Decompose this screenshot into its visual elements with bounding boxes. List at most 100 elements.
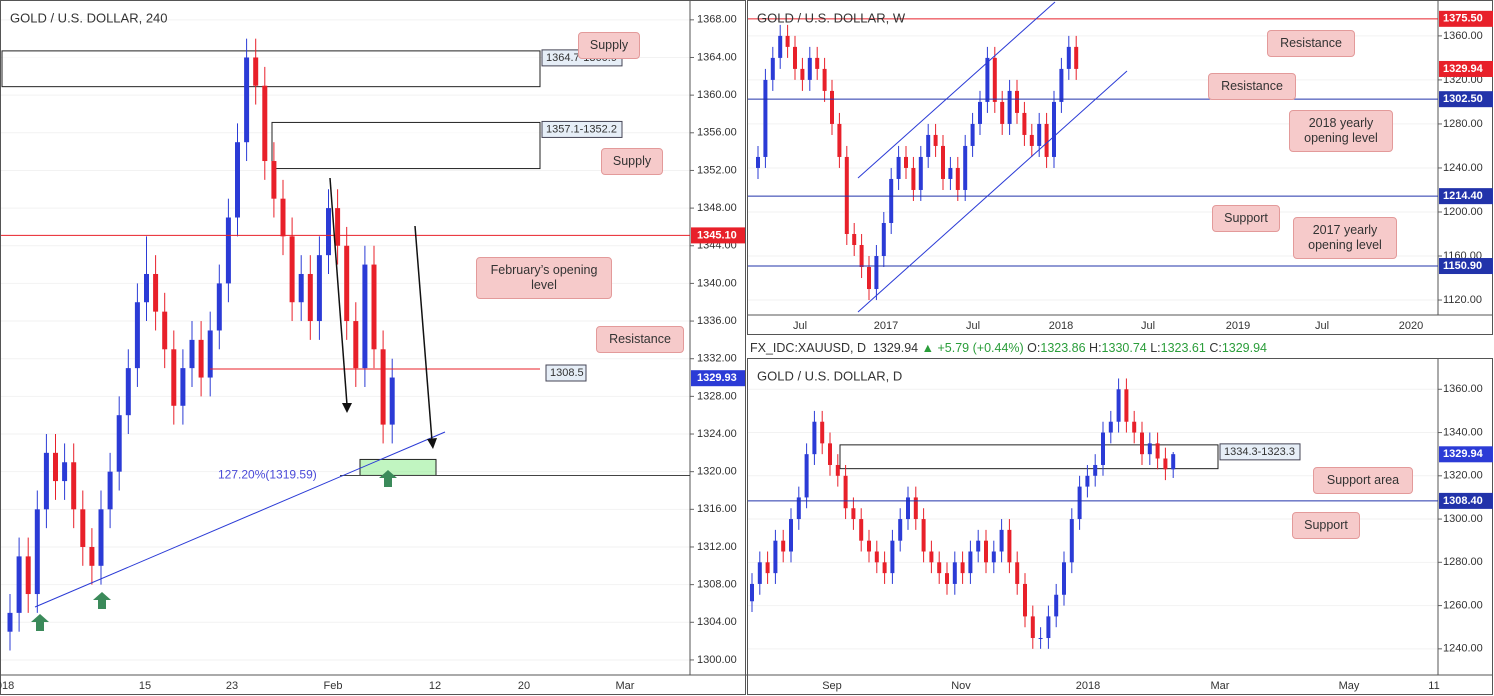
change: +5.79 [937,341,970,355]
candle-body [43,452,49,510]
candle-body [1007,529,1012,563]
candle-body [807,57,812,80]
candle-body [1116,389,1121,422]
candle-body [963,145,968,190]
candle-body [1059,68,1064,102]
zone [271,121,541,170]
candle-body [763,79,768,157]
candle-body [789,519,793,552]
candle-body [929,551,934,563]
candle-body [1066,46,1071,69]
zone-label-box [541,120,623,138]
x-tick-label: 12 [429,680,441,692]
y-tick-label: 1200.00 [1443,206,1483,218]
candle-body [770,57,775,80]
y-tick-label: 1352.00 [697,164,737,176]
candle-body [1124,389,1129,422]
candle-body [107,471,113,510]
x-tick-label: 2018 [1049,320,1073,332]
candle-body [1093,464,1098,476]
level-tag [1439,188,1493,205]
callout: Resistance [1267,30,1355,57]
candle-body [778,35,783,58]
candle-body [1163,458,1168,470]
x-tick-label: 2018 [1076,680,1100,692]
y-tick-label: 1324.00 [697,428,737,440]
candle-body [298,273,304,303]
y-tick-label: 1316.00 [697,503,737,515]
level-tag-label: 1345.10 [697,229,737,241]
level-tag-box [545,364,587,382]
x-tick-label: 11 [1428,680,1439,692]
candle-body [992,57,997,102]
x-tick-label: 20 [518,680,530,692]
x-tick-label: 018 [0,680,14,692]
candle-body [1077,486,1082,520]
candle-body [937,562,942,574]
candle-body [216,283,222,331]
candle-body [1037,123,1042,146]
callout: Support [1292,512,1360,539]
ohlc-label: H: [1089,341,1102,355]
y-tick-label: 1336.00 [697,315,737,327]
candle-body [225,217,231,284]
candle-body [985,57,990,102]
candle-body [852,233,857,246]
x-tick-label: Jul [1315,320,1329,332]
candle-body [125,368,131,416]
x-tick-label: Mar [616,680,635,692]
candle-body [1074,46,1079,69]
candle-body [828,443,832,465]
candle-body [881,222,886,257]
zone [359,458,437,476]
fib-label: 127.20%(1319.59) [218,468,317,482]
callout: Resistance [1208,73,1296,100]
x-tick-label: 2019 [1226,320,1250,332]
candle-body [757,562,762,584]
candle-body [796,497,801,520]
candle-body [750,583,754,602]
candle-body [1015,90,1019,113]
y-tick-label: 1304.00 [697,616,737,628]
price-tag-label: 1329.94 [1443,63,1484,75]
candle-body [1000,101,1005,124]
x-tick-label: Feb [324,680,343,692]
ohlc-value: 1323.86 [1040,341,1086,355]
y-tick-label: 1360.00 [1443,383,1483,395]
level-tag-label: 1150.90 [1443,260,1482,272]
y-tick-label: 1280.00 [1443,118,1483,130]
arrow [329,177,348,406]
x-tick-label: 2020 [1399,320,1423,332]
candle-body [837,123,842,157]
candle-body [918,156,923,190]
candle-body [1015,562,1020,584]
candle-body [144,273,149,303]
chart-title: GOLD / U.S. DOLLAR, W [757,10,906,25]
candle-body [280,198,286,237]
candle-body [271,161,277,199]
candle-body [1046,616,1051,639]
candle-body [1171,454,1176,470]
candle-body [999,529,1004,552]
candle-body [1140,432,1144,455]
y-tick-label: 1340.00 [1443,426,1483,438]
channel-line [857,1,1056,179]
symbol: FX_IDC:XAUUSD, D [750,341,866,355]
candle-body [25,556,31,595]
level-tag [1439,91,1493,108]
candle-body [389,377,395,425]
price-tag [691,370,745,387]
y-tick-label: 1300.00 [1443,513,1483,525]
x-tick-label: Mar [1211,680,1230,692]
candle-body [859,519,864,541]
candle-body [815,57,820,69]
candle-body [955,167,960,190]
candle-body [1030,616,1035,639]
candle-body [1044,123,1049,157]
y-tick-label: 1364.00 [697,51,737,63]
candle-body [1101,432,1105,465]
candle-body [867,540,871,552]
candle-body [1023,583,1027,617]
arrow [414,225,433,442]
candle-body [835,464,840,476]
